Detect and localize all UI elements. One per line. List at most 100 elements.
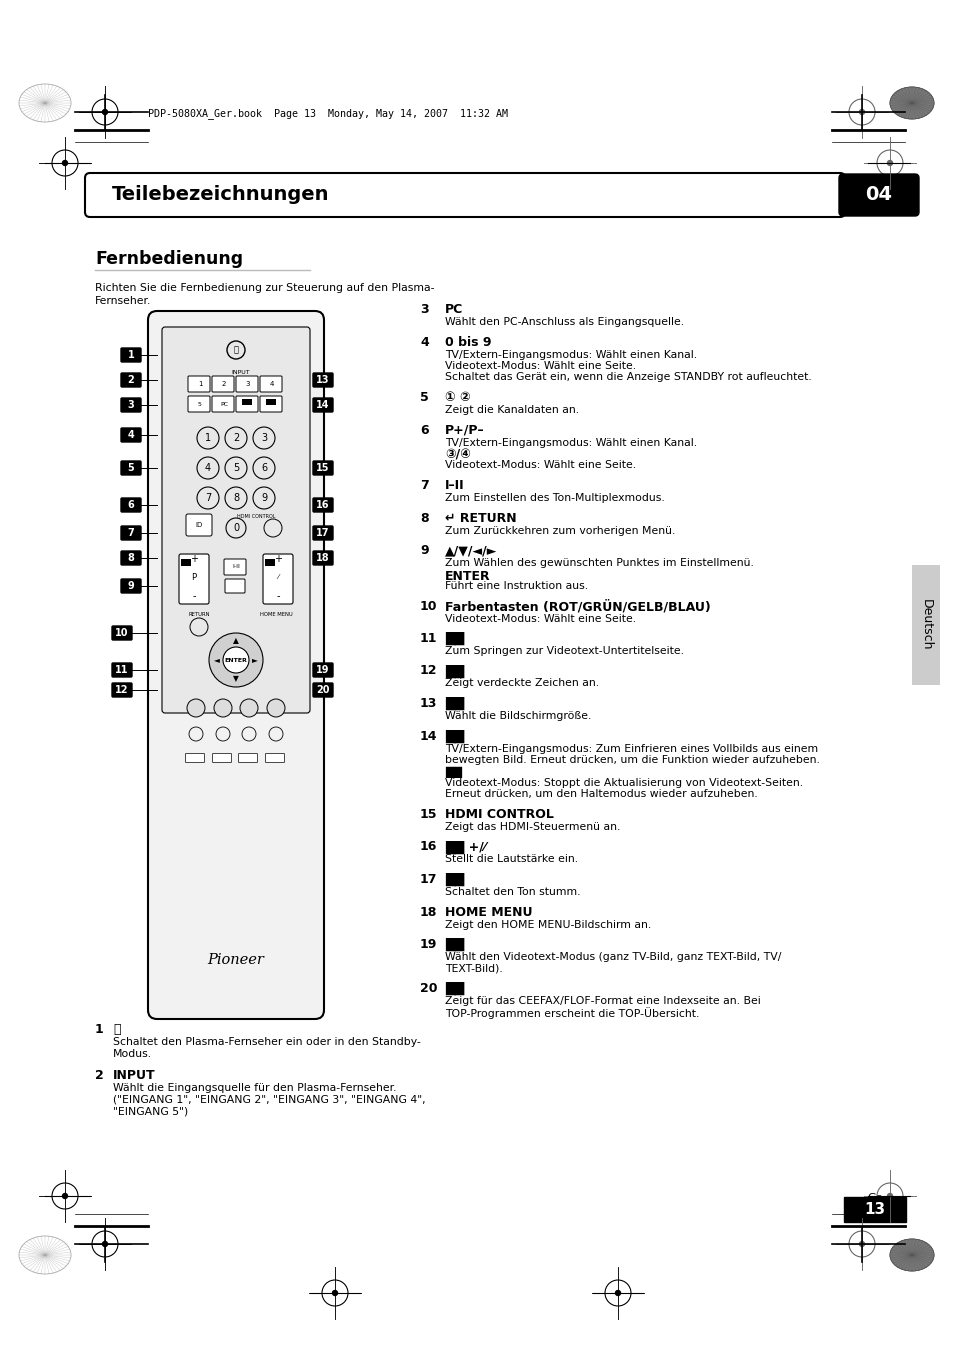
Text: 1: 1 bbox=[128, 350, 134, 359]
FancyBboxPatch shape bbox=[121, 373, 141, 386]
Circle shape bbox=[223, 647, 249, 673]
Text: ("EINGANG 1", "EINGANG 2", "EINGANG 3", "EINGANG 4",: ("EINGANG 1", "EINGANG 2", "EINGANG 3", … bbox=[112, 1096, 425, 1105]
FancyBboxPatch shape bbox=[843, 1197, 905, 1223]
Text: ██: ██ bbox=[444, 665, 464, 678]
FancyBboxPatch shape bbox=[313, 551, 333, 565]
Text: 2: 2 bbox=[233, 434, 239, 443]
Text: 15: 15 bbox=[315, 463, 330, 473]
Text: 4: 4 bbox=[128, 430, 134, 440]
Text: ① ②: ① ② bbox=[444, 390, 470, 404]
Text: ↵ RETURN: ↵ RETURN bbox=[444, 512, 517, 524]
Circle shape bbox=[102, 1242, 108, 1247]
Circle shape bbox=[213, 698, 232, 717]
Text: 4: 4 bbox=[205, 463, 211, 473]
Text: 8: 8 bbox=[128, 553, 134, 563]
Text: Führt eine Instruktion aus.: Führt eine Instruktion aus. bbox=[444, 581, 587, 590]
FancyBboxPatch shape bbox=[85, 173, 844, 218]
FancyBboxPatch shape bbox=[242, 399, 252, 405]
FancyBboxPatch shape bbox=[235, 376, 257, 392]
Text: ⏻: ⏻ bbox=[112, 1023, 120, 1036]
Text: ◄: ◄ bbox=[213, 655, 220, 665]
Text: P+/P–: P+/P– bbox=[444, 423, 484, 436]
Text: Zeigt den HOME MENU-Bildschirm an.: Zeigt den HOME MENU-Bildschirm an. bbox=[444, 920, 651, 929]
Text: ██: ██ bbox=[444, 873, 464, 886]
Text: bewegten Bild. Erneut drücken, um die Funktion wieder aufzuheben.: bewegten Bild. Erneut drücken, um die Fu… bbox=[444, 755, 819, 765]
FancyBboxPatch shape bbox=[212, 376, 233, 392]
Text: 14: 14 bbox=[315, 400, 330, 409]
Text: 10: 10 bbox=[419, 600, 437, 612]
Text: Videotext-Modus: Stoppt die Aktualisierung von Videotext-Seiten.: Videotext-Modus: Stoppt die Aktualisieru… bbox=[444, 778, 802, 788]
Text: 04: 04 bbox=[864, 185, 892, 204]
Text: 1: 1 bbox=[95, 1023, 104, 1036]
Text: HOME MENU: HOME MENU bbox=[259, 612, 292, 616]
Text: 16: 16 bbox=[315, 500, 330, 509]
Text: Zeigt verdeckte Zeichen an.: Zeigt verdeckte Zeichen an. bbox=[444, 678, 598, 689]
Text: ►: ► bbox=[252, 655, 257, 665]
Text: 11: 11 bbox=[115, 665, 129, 676]
FancyBboxPatch shape bbox=[266, 399, 275, 405]
Text: I-II: I-II bbox=[232, 565, 240, 570]
Text: -: - bbox=[276, 590, 279, 601]
Text: 3: 3 bbox=[419, 303, 428, 316]
Text: Stellt die Lautstärke ein.: Stellt die Lautstärke ein. bbox=[444, 854, 578, 865]
Circle shape bbox=[267, 698, 285, 717]
Text: 2: 2 bbox=[128, 376, 134, 385]
FancyBboxPatch shape bbox=[121, 461, 141, 476]
Text: Wählt den Videotext-Modus (ganz TV-Bild, ganz TEXT-Bild, TV/: Wählt den Videotext-Modus (ganz TV-Bild,… bbox=[444, 952, 781, 962]
Text: HOME MENU: HOME MENU bbox=[444, 905, 532, 919]
Text: ③/④: ③/④ bbox=[444, 449, 471, 462]
Text: TV/Extern-Eingangsmodus: Wählt einen Kanal.: TV/Extern-Eingangsmodus: Wählt einen Kan… bbox=[444, 350, 697, 359]
Circle shape bbox=[209, 634, 263, 688]
Text: Videotext-Modus: Wählt eine Seite.: Videotext-Modus: Wählt eine Seite. bbox=[444, 361, 636, 372]
FancyBboxPatch shape bbox=[121, 526, 141, 540]
FancyBboxPatch shape bbox=[186, 513, 212, 536]
Text: 13: 13 bbox=[863, 1202, 884, 1217]
Text: Videotext-Modus: Wählt eine Seite.: Videotext-Modus: Wählt eine Seite. bbox=[444, 613, 636, 624]
Text: 7: 7 bbox=[128, 528, 134, 538]
Text: Schaltet den Plasma-Fernseher ein oder in den Standby-: Schaltet den Plasma-Fernseher ein oder i… bbox=[112, 1038, 420, 1047]
Text: ██: ██ bbox=[444, 766, 461, 778]
Text: 4: 4 bbox=[419, 335, 428, 349]
Text: P: P bbox=[192, 573, 196, 581]
FancyBboxPatch shape bbox=[313, 373, 333, 386]
Circle shape bbox=[102, 109, 108, 115]
FancyBboxPatch shape bbox=[121, 551, 141, 565]
Text: 2: 2 bbox=[95, 1069, 104, 1082]
Text: 17: 17 bbox=[419, 873, 437, 886]
FancyBboxPatch shape bbox=[313, 684, 333, 697]
Circle shape bbox=[63, 1193, 68, 1198]
Text: 9: 9 bbox=[128, 581, 134, 590]
Text: Zeigt für das CEEFAX/FLOF-Format eine Indexseite an. Bei: Zeigt für das CEEFAX/FLOF-Format eine In… bbox=[444, 996, 760, 1006]
FancyBboxPatch shape bbox=[224, 559, 246, 576]
FancyBboxPatch shape bbox=[213, 754, 232, 762]
FancyBboxPatch shape bbox=[260, 396, 282, 412]
Text: Zum Einstellen des Ton-Multiplexmodus.: Zum Einstellen des Ton-Multiplexmodus. bbox=[444, 493, 664, 503]
Text: Zum Wählen des gewünschten Punktes im Einstellmenü.: Zum Wählen des gewünschten Punktes im Ei… bbox=[444, 558, 753, 567]
Circle shape bbox=[615, 1290, 619, 1296]
FancyBboxPatch shape bbox=[238, 754, 257, 762]
Text: Videotext-Modus: Wählt eine Seite.: Videotext-Modus: Wählt eine Seite. bbox=[444, 461, 636, 470]
Text: 8: 8 bbox=[233, 493, 239, 503]
Text: TV/Extern-Eingangsmodus: Zum Einfrieren eines Vollbilds aus einem: TV/Extern-Eingangsmodus: Zum Einfrieren … bbox=[444, 743, 818, 754]
Text: 1: 1 bbox=[197, 381, 202, 386]
FancyBboxPatch shape bbox=[188, 396, 210, 412]
Text: 20: 20 bbox=[419, 982, 437, 994]
Text: 3: 3 bbox=[128, 400, 134, 409]
FancyBboxPatch shape bbox=[313, 499, 333, 512]
FancyBboxPatch shape bbox=[212, 396, 233, 412]
FancyBboxPatch shape bbox=[112, 684, 132, 697]
Circle shape bbox=[859, 109, 863, 115]
Text: Richten Sie die Fernbedienung zur Steuerung auf den Plasma-: Richten Sie die Fernbedienung zur Steuer… bbox=[95, 282, 434, 293]
Text: 1: 1 bbox=[205, 434, 211, 443]
Text: ██: ██ bbox=[444, 982, 464, 996]
Text: 9: 9 bbox=[261, 493, 267, 503]
Circle shape bbox=[333, 1290, 337, 1296]
Text: ENTER: ENTER bbox=[224, 658, 247, 662]
Text: 7: 7 bbox=[205, 493, 211, 503]
Text: 5: 5 bbox=[419, 390, 428, 404]
Text: 16: 16 bbox=[419, 840, 436, 854]
Text: Deutsch: Deutsch bbox=[919, 600, 931, 651]
Text: ██: ██ bbox=[444, 730, 464, 743]
Text: 20: 20 bbox=[315, 685, 330, 694]
Text: INPUT: INPUT bbox=[112, 1069, 155, 1082]
